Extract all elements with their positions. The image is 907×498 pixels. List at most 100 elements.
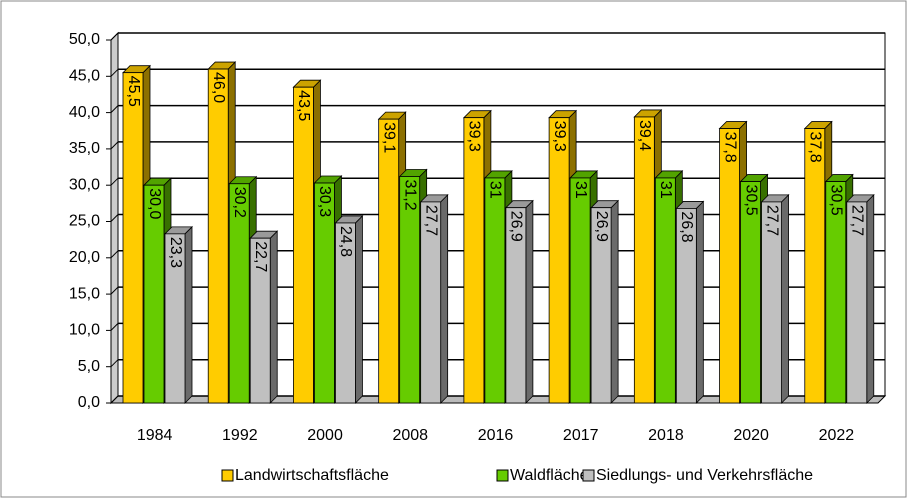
grid-line-side xyxy=(110,359,119,368)
grid-line-side xyxy=(110,177,119,186)
x-tick-label: 2016 xyxy=(478,427,514,444)
value-label: 31 xyxy=(572,181,589,199)
value-label: 30,3 xyxy=(316,186,333,217)
x-tick-label: 2017 xyxy=(563,427,599,444)
bar xyxy=(314,182,335,404)
bar xyxy=(164,233,186,404)
value-label: 31,2 xyxy=(401,179,418,210)
value-label: 23,3 xyxy=(167,237,184,268)
bar xyxy=(804,128,826,404)
value-label: 30,5 xyxy=(742,185,759,216)
value-label: 24,8 xyxy=(337,226,354,257)
value-label: 27,7 xyxy=(849,205,866,236)
bar xyxy=(228,183,250,404)
bar-side xyxy=(184,225,193,404)
bar xyxy=(654,177,676,404)
grid-line-side xyxy=(110,323,119,331)
value-label: 39,3 xyxy=(551,121,568,152)
legend-swatch xyxy=(221,469,234,482)
value-label: 30,5 xyxy=(828,185,845,216)
value-label: 39,3 xyxy=(466,121,483,152)
x-tick-label: 2008 xyxy=(392,427,428,444)
grid-line-side xyxy=(110,32,119,41)
bar-side xyxy=(610,199,619,404)
y-tick-label: 25,0 xyxy=(69,213,100,230)
y-tick-label: 30,0 xyxy=(69,176,100,193)
bar xyxy=(122,72,144,404)
bar xyxy=(825,181,847,404)
bar xyxy=(143,184,165,404)
bar xyxy=(420,201,442,404)
bar xyxy=(484,177,506,404)
legend-swatch xyxy=(582,469,595,482)
bar xyxy=(505,207,527,404)
value-label: 37,8 xyxy=(807,132,824,163)
x-tick-label: 2000 xyxy=(307,427,343,444)
bar xyxy=(633,116,655,404)
bar xyxy=(846,201,868,404)
value-label: 39,1 xyxy=(380,122,397,153)
bar xyxy=(293,86,314,404)
bar xyxy=(207,68,229,404)
x-tick-label: 1984 xyxy=(137,427,173,444)
value-label: 26,9 xyxy=(508,211,525,242)
bar xyxy=(249,237,271,404)
y-tick-label: 50,0 xyxy=(69,31,100,48)
grid-line-side xyxy=(110,105,119,113)
grid-line-side xyxy=(110,68,119,77)
value-label: 43,5 xyxy=(295,90,312,121)
y-tick-label: 45,0 xyxy=(69,68,100,85)
bar xyxy=(548,117,570,404)
bar-side xyxy=(355,214,363,404)
x-tick-label: 1992 xyxy=(222,427,258,444)
bar-side xyxy=(525,199,534,404)
y-tick-label: 40,0 xyxy=(69,104,100,121)
value-label: 30,0 xyxy=(146,188,163,219)
value-label: 45,5 xyxy=(125,76,142,107)
legend-label: Siedlungs- und Verkehrsfläche xyxy=(596,467,813,484)
y-tick-label: 5,0 xyxy=(78,358,100,375)
bar xyxy=(399,176,421,404)
y-tick-label: 15,0 xyxy=(69,285,100,302)
value-label: 27,7 xyxy=(422,205,439,236)
value-label: 31 xyxy=(657,181,674,199)
y-tick-label: 35,0 xyxy=(69,140,100,157)
bar xyxy=(378,118,400,404)
bar-side xyxy=(695,200,704,404)
y-tick-label: 10,0 xyxy=(69,322,100,339)
bar-side xyxy=(781,193,789,404)
bar xyxy=(719,128,740,404)
value-label: 27,7 xyxy=(763,205,780,236)
grid-line-side xyxy=(110,286,119,295)
legend-swatch xyxy=(496,469,509,482)
y-tick-label: 20,0 xyxy=(69,249,100,266)
grid-line-side xyxy=(110,395,119,404)
grid-line-side xyxy=(110,214,119,222)
bar xyxy=(463,117,485,404)
value-label: 30,2 xyxy=(231,187,248,218)
bar-side xyxy=(269,230,278,404)
bar xyxy=(761,201,782,404)
value-label: 37,8 xyxy=(721,132,738,163)
value-label: 22,7 xyxy=(252,241,269,272)
x-tick-label: 2020 xyxy=(733,427,769,444)
value-label: 26,9 xyxy=(593,211,610,242)
grid-line-side xyxy=(110,141,119,150)
bar xyxy=(590,207,612,404)
legend-label: Waldfläche xyxy=(510,467,589,484)
bar xyxy=(335,222,356,404)
bar-side xyxy=(440,193,449,404)
y-tick-label: 0,0 xyxy=(78,394,100,411)
x-tick-label: 2018 xyxy=(648,427,684,444)
value-label: 46,0 xyxy=(210,72,227,103)
grid-line-side xyxy=(110,250,119,259)
bar-side xyxy=(866,193,875,404)
value-label: 26,8 xyxy=(678,211,695,242)
bar xyxy=(569,177,591,404)
value-label: 39,4 xyxy=(636,120,653,151)
bar xyxy=(740,181,761,404)
x-tick-label: 2022 xyxy=(819,427,855,444)
bar xyxy=(675,208,697,404)
value-label: 31 xyxy=(487,181,504,199)
